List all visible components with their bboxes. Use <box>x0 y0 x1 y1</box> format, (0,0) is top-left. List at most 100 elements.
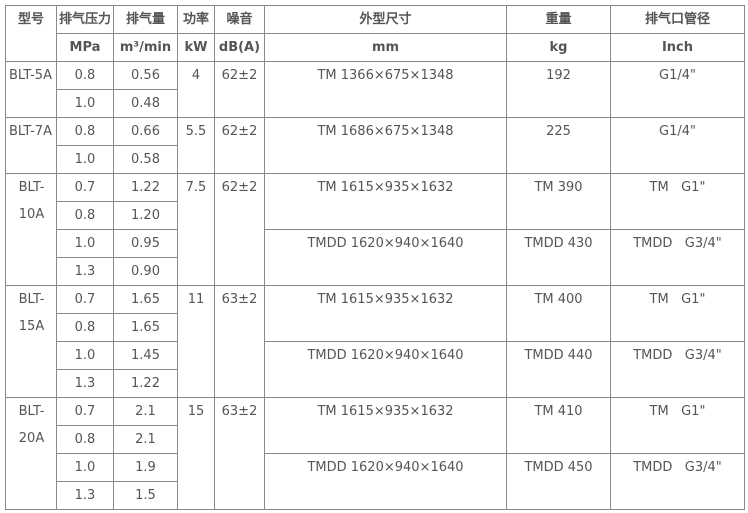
power-cell: 4 <box>177 61 215 118</box>
pressure-cell: 1.0 <box>56 145 114 174</box>
unit-noise: dB(A) <box>214 33 265 62</box>
table-row: 1.0 1.45 TMDD 1620×940×1640 TMDD 440 TMDD G3… <box>6 341 745 398</box>
port-cell: TM G1" <box>610 285 745 342</box>
unit-weight: kg <box>506 33 611 62</box>
table-row: 1.0 1.9 TMDD 1620×940×1640 TMDD 450 TMDD G3/… <box>6 453 745 510</box>
port-cell: G1/4" <box>610 117 745 174</box>
table-row: BLT-20A 0.7 2.1 15 63±2 TM 1615×935×1632 TM 41… <box>5 397 745 510</box>
table-row: 0.8 2.1 <box>6 425 745 454</box>
table-row: BLT-5A 0.8 0.56 4 62±2 TM 1366×675×1348 192 G1/… <box>5 61 745 118</box>
table-row: 1.0 0.48 <box>6 89 745 118</box>
flow-cell: 1.20 <box>113 201 178 230</box>
table-row: 1.3 1.5 <box>6 481 745 510</box>
flow-cell: 0.66 <box>113 117 178 146</box>
weight-cell: TMDD 450 <box>506 453 611 510</box>
pressure-cell: 0.7 <box>56 397 114 426</box>
dimensions-cell: TMDD 1620×940×1640 <box>264 229 507 286</box>
model-cell: BLT-7A <box>5 117 57 174</box>
dimensions-cell: TM 1686×675×1348 <box>264 117 507 174</box>
pressure-cell: 0.7 <box>56 173 114 202</box>
table-row: 1.0 0.58 <box>6 145 745 174</box>
pressure-cell: 0.8 <box>56 117 114 146</box>
table-row: BLT-15A 0.7 1.65 11 63±2 TM 1615×935×1632 TM 4… <box>5 285 745 398</box>
pressure-cell: 1.0 <box>56 453 114 482</box>
noise-cell: 63±2 <box>214 397 265 510</box>
header-port: 排气口管径 <box>610 5 745 34</box>
model-cell: BLT-15A <box>5 285 57 398</box>
weight-cell: 225 <box>506 117 611 174</box>
table-row: 0.8 1.65 <box>6 313 745 342</box>
pressure-cell: 1.3 <box>56 257 114 286</box>
pressure-cell: 0.7 <box>56 285 114 314</box>
flow-cell: 1.65 <box>113 313 178 342</box>
header-dimensions: 外型尺寸 <box>264 5 507 34</box>
power-cell: 7.5 <box>177 173 215 286</box>
pressure-cell: 0.8 <box>56 201 114 230</box>
flow-cell: 1.22 <box>113 369 178 398</box>
header-row-labels: 型号 排气压力 排气量 功率 噪音 外型尺寸 重量 排气口管径 <box>5 5 745 62</box>
weight-cell: TMDD 430 <box>506 229 611 286</box>
noise-cell: 62±2 <box>214 173 265 286</box>
table-row: 0.8 1.20 <box>6 201 745 230</box>
flow-cell: 0.56 <box>113 61 178 90</box>
flow-cell: 0.95 <box>113 229 178 258</box>
noise-cell: 62±2 <box>214 117 265 174</box>
flow-cell: 0.48 <box>113 89 178 118</box>
model-text: BLT-15A <box>18 292 45 334</box>
dimensions-cell: TM 1615×935×1632 <box>264 173 507 230</box>
flow-cell: 1.45 <box>113 341 178 370</box>
port-cell: TMDD G3/4" <box>610 453 745 510</box>
header-model: 型号 <box>5 5 57 62</box>
flow-cell: 1.9 <box>113 453 178 482</box>
table-row: 1.0 0.95 TMDD 1620×940×1640 TMDD 430 TMDD G3… <box>6 229 745 286</box>
pressure-cell: 1.0 <box>56 341 114 370</box>
port-cell: TMDD G3/4" <box>610 229 745 286</box>
weight-cell: TM 410 <box>506 397 611 454</box>
table-row: 1.3 0.90 <box>6 257 745 286</box>
weight-cell: TM 390 <box>506 173 611 230</box>
model-text: BLT-10A <box>18 180 45 222</box>
table-row: BLT-10A 0.7 1.22 7.5 62±2 TM 1615×935×1632 TM … <box>5 173 745 286</box>
model-cell: BLT-5A <box>5 61 57 118</box>
model-cell: BLT-20A <box>5 397 57 510</box>
dimensions-cell: TMDD 1620×940×1640 <box>264 341 507 398</box>
flow-cell: 1.65 <box>113 285 178 314</box>
pressure-cell: 0.8 <box>56 313 114 342</box>
unit-power: kW <box>177 33 215 62</box>
model-cell: BLT-10A <box>5 173 57 286</box>
weight-cell: TM 400 <box>506 285 611 342</box>
power-cell: 15 <box>177 397 215 510</box>
flow-cell: 2.1 <box>113 397 178 426</box>
port-cell: TMDD G3/4" <box>610 341 745 398</box>
pressure-cell: 1.0 <box>56 89 114 118</box>
port-cell: TM G1" <box>610 173 745 230</box>
header-row-units: MPa m³/min kW dB(A) mm kg Inch <box>6 33 745 62</box>
flow-cell: 0.90 <box>113 257 178 286</box>
header-flow: 排气量 <box>113 5 178 34</box>
noise-cell: 62±2 <box>214 61 265 118</box>
model-text: BLT-20A <box>18 404 45 446</box>
unit-dimensions: mm <box>264 33 507 62</box>
port-cell: G1/4" <box>610 61 745 118</box>
weight-cell: 192 <box>506 61 611 118</box>
flow-cell: 2.1 <box>113 425 178 454</box>
unit-pressure: MPa <box>56 33 114 62</box>
header-weight: 重量 <box>506 5 611 34</box>
header-pressure: 排气压力 <box>56 5 114 34</box>
power-cell: 11 <box>177 285 215 398</box>
unit-port: Inch <box>610 33 745 62</box>
header-power: 功率 <box>177 5 215 34</box>
table-row: BLT-7A 0.8 0.66 5.5 62±2 TM 1686×675×1348 225 G… <box>5 117 745 174</box>
dimensions-cell: TM 1615×935×1632 <box>264 397 507 454</box>
noise-cell: 63±2 <box>214 285 265 398</box>
pressure-cell: 1.3 <box>56 369 114 398</box>
power-cell: 5.5 <box>177 117 215 174</box>
port-cell: TM G1" <box>610 397 745 454</box>
pressure-cell: 0.8 <box>56 61 114 90</box>
dimensions-cell: TM 1615×935×1632 <box>264 285 507 342</box>
unit-flow: m³/min <box>113 33 178 62</box>
dimensions-cell: TM 1366×675×1348 <box>264 61 507 118</box>
table-row: 1.3 1.22 <box>6 369 745 398</box>
weight-cell: TMDD 440 <box>506 341 611 398</box>
flow-cell: 1.22 <box>113 173 178 202</box>
